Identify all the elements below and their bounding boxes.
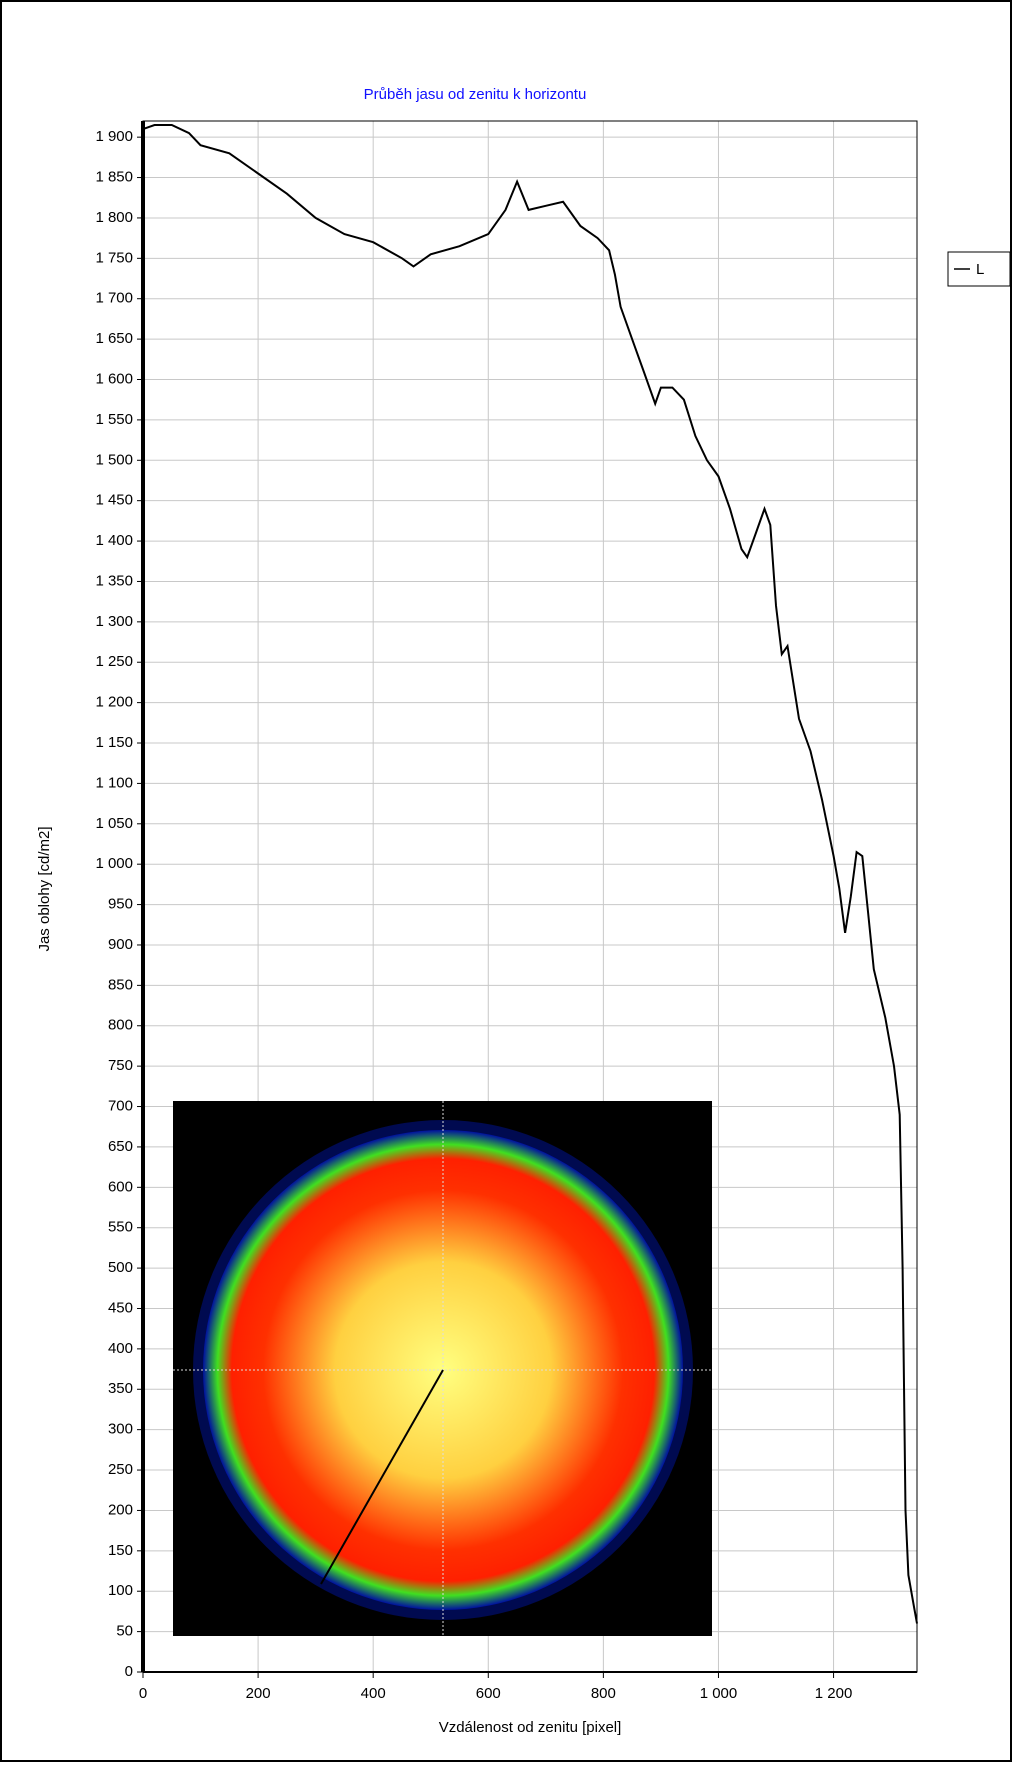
y-tick-label: 1 050	[95, 815, 133, 832]
y-tick-label: 950	[108, 896, 133, 913]
inset-image	[173, 1101, 712, 1636]
y-tick-label: 650	[108, 1138, 133, 1155]
y-tick-label: 300	[108, 1421, 133, 1438]
y-tick-label: 500	[108, 1259, 133, 1276]
x-tick-label: 0	[139, 1685, 147, 1702]
y-tick-label: 1 850	[95, 169, 133, 186]
y-tick-label: 1 000	[95, 855, 133, 872]
y-tick-label: 350	[108, 1380, 133, 1397]
x-tick-label: 600	[476, 1685, 501, 1702]
y-tick-label: 1 300	[95, 613, 133, 630]
y-tick-label: 450	[108, 1299, 133, 1316]
y-tick-label: 700	[108, 1098, 133, 1115]
y-tick-label: 200	[108, 1501, 133, 1518]
y-tick-label: 1 600	[95, 370, 133, 387]
legend-label: L	[976, 261, 984, 278]
y-tick-label: 150	[108, 1542, 133, 1559]
y-tick-label: 1 150	[95, 734, 133, 751]
x-tick-label: 1 200	[815, 1685, 853, 1702]
x-tick-label: 200	[246, 1685, 271, 1702]
y-tick-label: 1 900	[95, 128, 133, 145]
y-tick-label: 100	[108, 1582, 133, 1599]
y-tick-label: 1 750	[95, 249, 133, 266]
x-tick-label: 400	[361, 1685, 386, 1702]
y-axis-label: Jas oblohy [cd/m2]	[36, 826, 53, 951]
chart-title: Průběh jasu od zenitu k horizontu	[364, 86, 587, 103]
y-tick-label: 1 200	[95, 694, 133, 711]
y-tick-label: 1 500	[95, 451, 133, 468]
y-tick-label: 0	[125, 1663, 133, 1680]
y-tick-label: 1 800	[95, 209, 133, 226]
y-tick-label: 750	[108, 1057, 133, 1074]
y-tick-label: 1 400	[95, 532, 133, 549]
y-tick-label: 1 650	[95, 330, 133, 347]
y-tick-label: 1 450	[95, 492, 133, 509]
y-tick-label: 250	[108, 1461, 133, 1478]
y-tick-label: 1 700	[95, 290, 133, 307]
y-tick-label: 800	[108, 1017, 133, 1034]
y-tick-label: 900	[108, 936, 133, 953]
y-tick-label: 400	[108, 1340, 133, 1357]
y-tick-label: 1 100	[95, 774, 133, 791]
x-axis-label: Vzdálenost od zenitu [pixel]	[439, 1719, 622, 1736]
y-tick-label: 550	[108, 1219, 133, 1236]
y-tick-label: 850	[108, 976, 133, 993]
x-tick-label: 800	[591, 1685, 616, 1702]
y-tick-label: 50	[116, 1623, 133, 1640]
y-tick-label: 1 250	[95, 653, 133, 670]
chart: Průběh jasu od zenitu k horizontu Vzdále…	[0, 0, 1012, 1762]
y-tick-label: 1 350	[95, 572, 133, 589]
x-tick-label: 1 000	[700, 1685, 738, 1702]
y-tick-label: 1 550	[95, 411, 133, 428]
y-tick-label: 600	[108, 1178, 133, 1195]
